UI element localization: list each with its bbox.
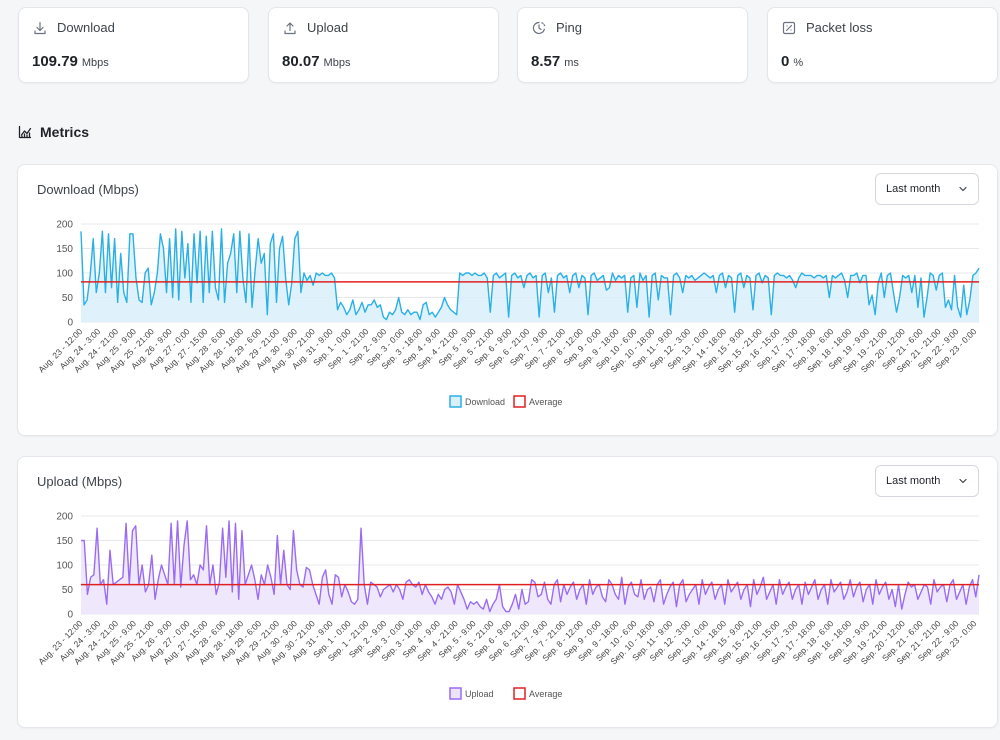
legend-swatch-average: [513, 395, 526, 408]
legend-swatch-series: [449, 395, 462, 408]
stat-label: Download: [57, 20, 115, 35]
legend-label-average: Average: [529, 689, 562, 699]
chevron-down-icon: [959, 478, 967, 484]
download-chart-card: Download (Mbps) Last month 0 50 100 150 200 A…: [17, 164, 998, 436]
stat-header-ping: Ping: [532, 20, 582, 35]
y-tick-label: 100: [56, 269, 73, 280]
stat-card-download: Download 109.79 Mbps: [18, 7, 249, 83]
stat-value-upload: 80.07 Mbps: [282, 53, 350, 70]
upload-range-select[interactable]: Last month: [875, 465, 979, 497]
y-tick-label: 0: [67, 318, 73, 329]
packet-loss-icon: [782, 21, 796, 34]
stat-number: 109.79: [32, 53, 78, 70]
stat-header-upload: Upload: [283, 20, 348, 35]
metrics-heading: Metrics: [18, 124, 89, 140]
download-series-area: [81, 228, 979, 322]
stat-unit: %: [793, 57, 804, 69]
y-tick-label: 100: [56, 561, 73, 572]
stat-value-packet-loss: 0%: [781, 53, 803, 70]
download-range-select[interactable]: Last month: [875, 173, 979, 205]
stat-card-ping: Ping 8.57 ms: [517, 7, 748, 83]
download-icon: [34, 21, 46, 34]
legend-label-series: Download: [465, 397, 505, 407]
y-tick-label: 0: [67, 610, 73, 621]
upload-chart-card: Upload (Mbps) Last month 0 50 100 150 200 Aug…: [17, 456, 998, 728]
stat-number: 8.57: [531, 53, 561, 70]
stat-label: Upload: [307, 20, 349, 35]
download-series-line: [80, 228, 980, 321]
y-tick-label: 200: [56, 220, 73, 231]
y-tick-label: 50: [62, 293, 74, 304]
stat-header-packet-loss: Packet loss: [782, 20, 872, 35]
ping-clock-icon: [532, 21, 546, 34]
range-select-value: Last month: [886, 183, 941, 195]
legend-label-series: Upload: [465, 689, 494, 699]
legend-swatch-average: [513, 687, 526, 700]
upload-series-line: [81, 520, 980, 613]
stat-label: Ping: [556, 20, 583, 35]
y-tick-label: 150: [56, 536, 73, 547]
metrics-title: Metrics: [40, 124, 90, 140]
stat-number: 0: [781, 53, 790, 70]
y-tick-label: 200: [56, 512, 73, 523]
stat-unit: Mbps: [81, 57, 109, 69]
legend-label-average: Average: [529, 397, 562, 407]
stat-unit: ms: [564, 57, 579, 69]
chart-icon: [18, 125, 32, 139]
y-tick-label: 150: [56, 244, 73, 255]
stat-card-upload: Upload 80.07 Mbps: [268, 7, 499, 83]
stat-label: Packet loss: [806, 20, 873, 35]
range-select-value: Last month: [886, 475, 941, 487]
stat-header-download: Download: [33, 20, 115, 35]
legend-swatch-series: [449, 687, 462, 700]
stat-card-packet-loss: Packet loss 0%: [767, 7, 998, 83]
upload-icon: [284, 21, 296, 34]
stat-value-download: 109.79 Mbps: [32, 53, 109, 70]
y-tick-label: 50: [62, 585, 74, 596]
stat-value-ping: 8.57 ms: [531, 53, 579, 70]
stat-unit: Mbps: [323, 57, 351, 69]
upload-chart-title: Upload (Mbps): [37, 474, 123, 489]
chevron-down-icon: [959, 186, 967, 192]
stat-number: 80.07: [282, 53, 320, 70]
download-chart-title: Download (Mbps): [37, 182, 139, 197]
upload-series-area: [81, 520, 979, 614]
